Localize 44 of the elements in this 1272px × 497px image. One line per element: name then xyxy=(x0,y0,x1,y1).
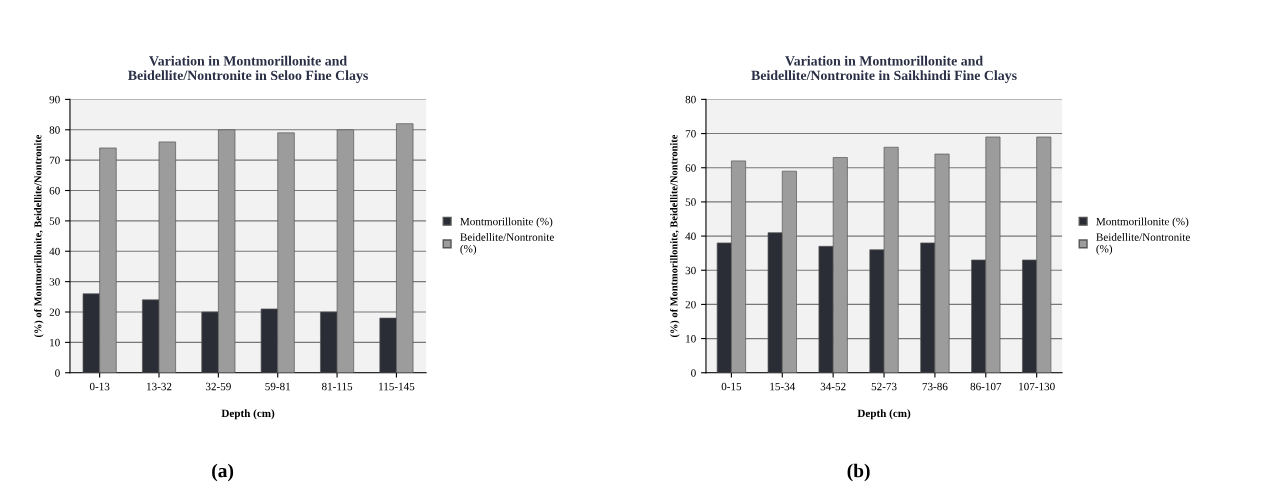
y-tick-label: 40 xyxy=(685,232,696,241)
y-tick-label: 60 xyxy=(685,164,696,172)
legend-label: Montmorillonite (%) xyxy=(1096,217,1189,228)
x-tick-label: 32-59 xyxy=(205,382,231,391)
y-tick-label: 70 xyxy=(49,156,60,165)
x-tick-label: 0-15 xyxy=(721,382,742,391)
y-tick-label: 30 xyxy=(685,266,696,275)
y-tick-label: 50 xyxy=(49,217,60,225)
y-tick-label: 70 xyxy=(685,130,696,138)
text: (b) xyxy=(847,463,870,482)
y-tick-label: 0 xyxy=(691,369,696,377)
y-tick-label: 90 xyxy=(49,95,60,104)
x-tick-label: 34-52 xyxy=(820,382,846,391)
x-axis-title: Depth (cm) xyxy=(221,409,275,420)
x-tick-label: 81-115 xyxy=(321,382,353,391)
legend-label: Beidellite/Nontronite (%) xyxy=(460,233,554,255)
y-tick-label: 80 xyxy=(49,126,60,134)
y-tick-label: 10 xyxy=(686,335,696,343)
chart-title: Variation in Montmorillonite and Beidellite/Nontronite in Saikhindi Fine Clays xyxy=(751,55,1017,83)
x-tick-label: 13-32 xyxy=(147,382,172,391)
y-axis-title: (%) of Montmorillonite, Beidellite/Nontronite xyxy=(670,134,680,338)
text: (a) xyxy=(212,463,234,482)
x-tick-label: 73-86 xyxy=(922,382,948,391)
y-tick-label: 20 xyxy=(685,300,696,309)
y-tick-label: 30 xyxy=(49,278,60,286)
y-tick-label: 10 xyxy=(50,338,60,347)
y-axis-title: (%) of Montmorillonite, Beidellite/Nontronite xyxy=(34,134,44,338)
chart-title: Variation in Montmorillonite and Beidellite/Nontronite in Seloo Fine Clays xyxy=(128,55,368,83)
x-tick-label: 52-73 xyxy=(871,382,897,391)
y-tick-label: 50 xyxy=(685,198,696,206)
x-tick-label: 0-13 xyxy=(89,382,110,391)
x-tick-label: 86-107 xyxy=(970,382,1002,391)
y-tick-label: 20 xyxy=(49,308,60,316)
x-tick-label: 59-81 xyxy=(265,382,291,391)
y-tick-label: 0 xyxy=(55,369,60,377)
y-tick-label: 80 xyxy=(685,95,696,104)
x-axis-title: Depth (cm) xyxy=(857,409,911,420)
y-tick-label: 60 xyxy=(49,186,60,195)
legend-label: Beidellite/Nontronite (%) xyxy=(1096,233,1190,255)
legend-label: Montmorillonite (%) xyxy=(460,217,553,228)
y-tick-label: 40 xyxy=(49,247,60,256)
x-tick-label: 15-34 xyxy=(770,382,796,391)
x-tick-label: 115-145 xyxy=(379,382,415,391)
x-tick-label: 107-130 xyxy=(1019,382,1055,391)
